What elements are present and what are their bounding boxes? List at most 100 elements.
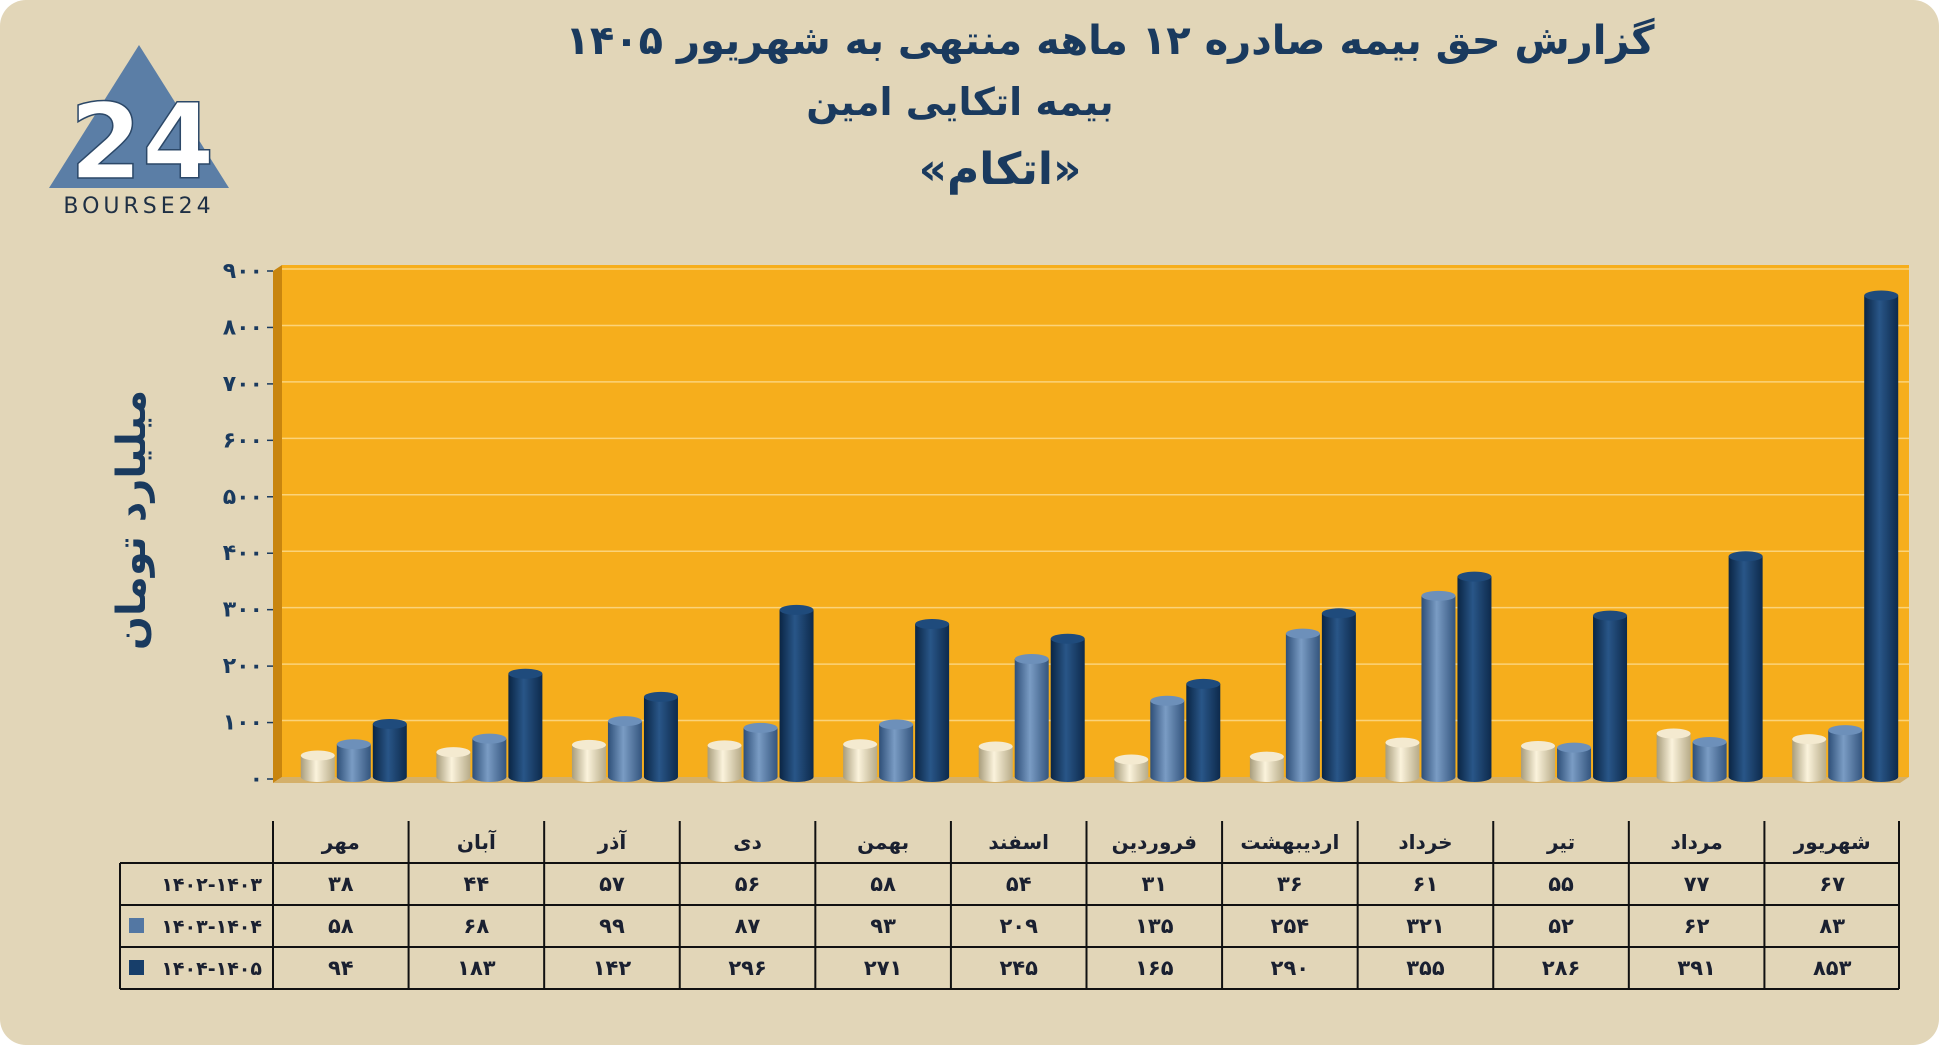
data-label: ۶۷ <box>1819 872 1845 896</box>
bar-body <box>1792 739 1827 783</box>
bar <box>436 747 471 783</box>
data-label: ۹۹ <box>599 914 625 938</box>
data-label: ۶۲ <box>1684 914 1710 938</box>
legend-label: ۱۴۰۴-۱۴۰۵ <box>161 958 262 980</box>
y-tick-label: ۴۰۰ <box>223 541 263 566</box>
data-label: ۱۸۳ <box>457 956 496 980</box>
bar-top <box>1457 571 1492 582</box>
data-label: ۲۴۵ <box>999 956 1038 980</box>
y-tick-label: ۵۰۰ <box>223 485 263 510</box>
bar <box>1114 754 1149 783</box>
bar <box>571 739 606 783</box>
bar-body <box>607 721 642 783</box>
bar-top <box>978 741 1013 752</box>
bar-body <box>915 624 950 783</box>
data-label: ۲۹۶ <box>728 956 766 980</box>
data-label: ۹۳ <box>870 914 896 938</box>
bar-body <box>879 724 914 783</box>
bar <box>1656 728 1691 783</box>
bar-top <box>1050 633 1085 644</box>
data-label: ۸۳ <box>1819 914 1845 938</box>
bar-top <box>300 750 335 761</box>
bar-body <box>508 673 543 783</box>
x-category-label: بهمن <box>857 830 909 854</box>
bar-body <box>1521 745 1556 783</box>
bar <box>843 739 878 783</box>
bar-top <box>372 718 407 729</box>
bar-body <box>743 727 778 783</box>
bar <box>643 691 678 783</box>
data-label: ۵۷ <box>599 872 625 896</box>
bar-top <box>1150 695 1185 706</box>
bar <box>1150 695 1185 783</box>
bar <box>336 739 371 783</box>
bar-body <box>1828 730 1863 783</box>
legend-label: ۱۴۰۲-۱۴۰۳ <box>161 874 262 896</box>
bar-body <box>1385 742 1420 783</box>
data-label: ۱۳۵ <box>1135 914 1174 938</box>
data-label: ۵۲ <box>1548 914 1574 938</box>
plot-side-wall <box>273 265 282 783</box>
bar-top <box>1557 742 1592 753</box>
data-label: ۲۰۹ <box>999 914 1038 938</box>
plot-floor <box>273 777 1909 783</box>
data-label: ۳۹۱ <box>1677 956 1715 980</box>
y-tick-label: ۳۰۰ <box>223 598 263 623</box>
data-label: ۵۵ <box>1548 872 1574 896</box>
bar-top <box>1792 734 1827 745</box>
data-label: ۱۴۲ <box>593 956 632 980</box>
data-label: ۴۴ <box>464 872 490 896</box>
bar-top <box>1593 610 1628 621</box>
y-tick-label: ۶۰۰ <box>223 428 263 453</box>
bar <box>1828 725 1863 783</box>
bar-body <box>336 744 371 783</box>
bar-top <box>843 739 878 750</box>
data-label: ۳۲۱ <box>1406 914 1444 938</box>
bar-top <box>1421 590 1456 601</box>
legend-swatch <box>129 918 144 933</box>
bar-top <box>643 691 678 702</box>
bar-top <box>743 722 778 733</box>
bar-top <box>1828 725 1863 736</box>
bar-top <box>1656 728 1691 739</box>
bar <box>1792 734 1827 783</box>
data-label: ۵۴ <box>1006 872 1032 896</box>
bar <box>1457 571 1492 783</box>
data-label: ۸۷ <box>735 914 761 938</box>
bar <box>1385 737 1420 783</box>
bar-body <box>1014 659 1049 782</box>
bar-body <box>978 746 1013 783</box>
bar <box>1557 742 1592 783</box>
bar-body <box>643 696 678 783</box>
data-label: ۶۱ <box>1413 872 1439 896</box>
bar-top <box>508 668 543 679</box>
bar <box>1014 654 1049 782</box>
bar <box>508 668 543 783</box>
bar <box>1421 590 1456 783</box>
data-label: ۳۱ <box>1141 872 1167 896</box>
bar-body <box>707 745 742 783</box>
data-label: ۲۸۶ <box>1542 956 1580 980</box>
bar-body <box>1050 638 1085 783</box>
bar-body <box>1249 756 1284 783</box>
bar-top <box>779 604 814 615</box>
data-label: ۳۶ <box>1277 872 1303 896</box>
data-label: ۳۵۵ <box>1406 956 1445 980</box>
x-category-label: دی <box>733 830 762 854</box>
data-label: ۲۵۴ <box>1271 914 1310 938</box>
bar-body <box>1186 683 1221 783</box>
x-category-label: اردیبهشت <box>1240 830 1339 854</box>
bar-top <box>707 740 742 751</box>
bar <box>472 733 507 783</box>
y-tick-label: ۷۰۰ <box>223 372 263 397</box>
bar-body <box>1864 295 1899 783</box>
data-label: ۵۸ <box>870 872 896 896</box>
bar <box>1186 678 1221 783</box>
bar-top <box>571 739 606 750</box>
y-tick-label: ۲۰۰ <box>223 654 263 679</box>
bar-top <box>607 716 642 727</box>
data-label: ۳۸ <box>328 872 354 896</box>
x-category-label: آذر <box>597 829 628 854</box>
bar-top <box>1385 737 1420 748</box>
